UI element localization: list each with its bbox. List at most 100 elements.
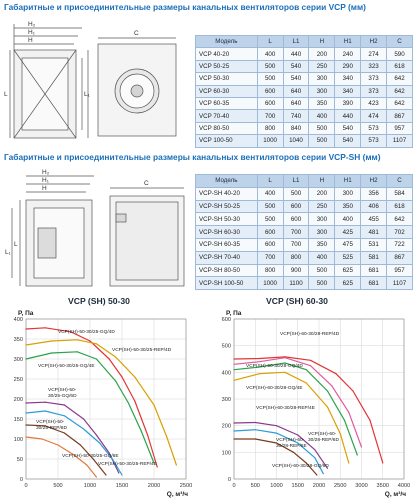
value-cell: 600 bbox=[256, 84, 284, 98]
value-cell: 1000 bbox=[256, 134, 284, 148]
value-cell: 600 bbox=[256, 225, 284, 239]
y-tick-label: 250 bbox=[14, 377, 23, 383]
data-point bbox=[147, 434, 149, 436]
data-point bbox=[25, 402, 27, 404]
data-point bbox=[115, 356, 117, 358]
data-point bbox=[95, 358, 97, 360]
series-label: 30/28-REP/6D bbox=[308, 437, 339, 443]
data-point bbox=[309, 365, 312, 367]
column-header: H2 bbox=[360, 174, 388, 188]
column-header: H bbox=[308, 34, 336, 49]
data-point bbox=[111, 458, 113, 460]
data-point bbox=[343, 419, 346, 421]
value-cell: 702 bbox=[386, 225, 413, 239]
y-tick-label: 50 bbox=[17, 457, 23, 463]
value-cell: 373 bbox=[360, 84, 388, 98]
heading-vcp-sh-dimensions: Габаритные и присоединительные размеры к… bbox=[4, 152, 381, 162]
column-header: H2 bbox=[360, 34, 388, 49]
table-header-row: Модель L L1 H H1 H2 C bbox=[195, 34, 413, 49]
value-cell: 300 bbox=[308, 225, 336, 239]
data-point bbox=[51, 340, 53, 342]
table-row: VCP 100-50 1000 1040 500 540 573 1107 bbox=[195, 134, 413, 148]
data-point bbox=[105, 474, 107, 476]
x-axis-label: Q, м³/ч bbox=[385, 491, 406, 498]
column-header: H1 bbox=[334, 174, 362, 188]
table-row: VCP 50-25 500 540 250 290 323 618 bbox=[195, 59, 413, 74]
data-point bbox=[326, 406, 329, 408]
data-point bbox=[25, 344, 27, 346]
data-point bbox=[314, 449, 316, 451]
value-cell: 642 bbox=[386, 72, 413, 86]
data-point bbox=[25, 358, 27, 360]
value-cell: 300 bbox=[334, 186, 362, 201]
data-point bbox=[258, 373, 261, 375]
column-header: Модель bbox=[195, 174, 258, 188]
y-tick-label: 0 bbox=[20, 477, 23, 483]
value-cell: 500 bbox=[256, 212, 284, 227]
x-tick-label: 2500 bbox=[334, 483, 346, 489]
value-cell: 340 bbox=[334, 84, 362, 98]
value-cell: 581 bbox=[360, 250, 388, 265]
x-tick-label: 500 bbox=[251, 483, 260, 489]
vcp-dimension-drawing: H₂ H₁ H C L L₁ bbox=[4, 21, 177, 139]
data-point bbox=[73, 454, 75, 456]
value-cell: 400 bbox=[256, 186, 284, 201]
model-cell: VCP 60-35 bbox=[195, 96, 258, 111]
data-point bbox=[51, 352, 53, 354]
data-point bbox=[284, 362, 286, 364]
value-cell: 957 bbox=[386, 121, 413, 136]
value-cell: 423 bbox=[360, 96, 388, 111]
value-cell: 740 bbox=[282, 109, 310, 123]
chart-vcp-sh-60-30: 0 500 1000 1500 2000 2500 3000 3500 4000 0 100 200 3… bbox=[222, 310, 411, 498]
value-cell: 531 bbox=[360, 237, 388, 252]
value-cell: 642 bbox=[386, 84, 413, 98]
value-cell: 573 bbox=[360, 134, 388, 148]
data-point bbox=[83, 428, 85, 430]
y-tick-label: 300 bbox=[14, 357, 23, 363]
y-tick-label: 500 bbox=[222, 344, 231, 350]
table-header-row: Модель L L1 H H1 H2 C bbox=[195, 174, 413, 188]
value-cell: 584 bbox=[386, 186, 413, 201]
x-tick-label: 1500 bbox=[116, 483, 128, 489]
model-cell: VCP 50-25 bbox=[195, 59, 258, 74]
data-point bbox=[166, 436, 168, 438]
plot-frame bbox=[233, 318, 405, 480]
column-header: C bbox=[386, 174, 413, 188]
x-axis-label: Q, м³/ч bbox=[167, 491, 188, 498]
model-cell: VCP-SH 100-50 bbox=[195, 276, 258, 291]
value-cell: 500 bbox=[308, 134, 336, 148]
model-cell: VCP 80-50 bbox=[195, 121, 258, 136]
data-point bbox=[339, 433, 341, 435]
value-cell: 867 bbox=[386, 250, 413, 265]
value-cell: 500 bbox=[308, 263, 336, 278]
model-cell: VCP-SH 60-35 bbox=[195, 237, 258, 252]
value-cell: 290 bbox=[334, 59, 362, 74]
column-header: H bbox=[308, 174, 336, 188]
table-row: VCP-SH 50-30 500 600 300 400 455 642 bbox=[195, 212, 413, 227]
column-header: L1 bbox=[282, 34, 310, 49]
model-cell: VCP-SH 50-25 bbox=[195, 199, 258, 214]
series-label: VCP(SH)-60-30/28-GQ/6D bbox=[272, 463, 329, 469]
data-point bbox=[153, 404, 155, 406]
data-point bbox=[284, 357, 286, 359]
table-row: VCP-SH 60-35 600 700 350 475 531 722 bbox=[195, 237, 413, 252]
data-point bbox=[115, 380, 117, 382]
data-point bbox=[305, 369, 307, 371]
data-point bbox=[233, 430, 235, 432]
value-cell: 300 bbox=[308, 72, 336, 86]
y-axis-label: P, Па bbox=[226, 310, 242, 317]
data-point bbox=[309, 359, 312, 361]
series-line bbox=[25, 351, 155, 464]
data-point bbox=[57, 444, 59, 446]
x-tick-label: 2000 bbox=[148, 483, 160, 489]
data-point bbox=[44, 401, 46, 403]
data-point bbox=[25, 412, 27, 414]
column-header: Модель bbox=[195, 34, 258, 49]
value-cell: 200 bbox=[308, 186, 336, 201]
y-tick-label: 0 bbox=[228, 477, 231, 483]
value-cell: 300 bbox=[308, 212, 336, 227]
data-point bbox=[153, 462, 155, 464]
series-label: VCP(SH)-60- bbox=[276, 437, 305, 443]
data-point bbox=[233, 438, 235, 440]
data-point bbox=[275, 432, 278, 434]
